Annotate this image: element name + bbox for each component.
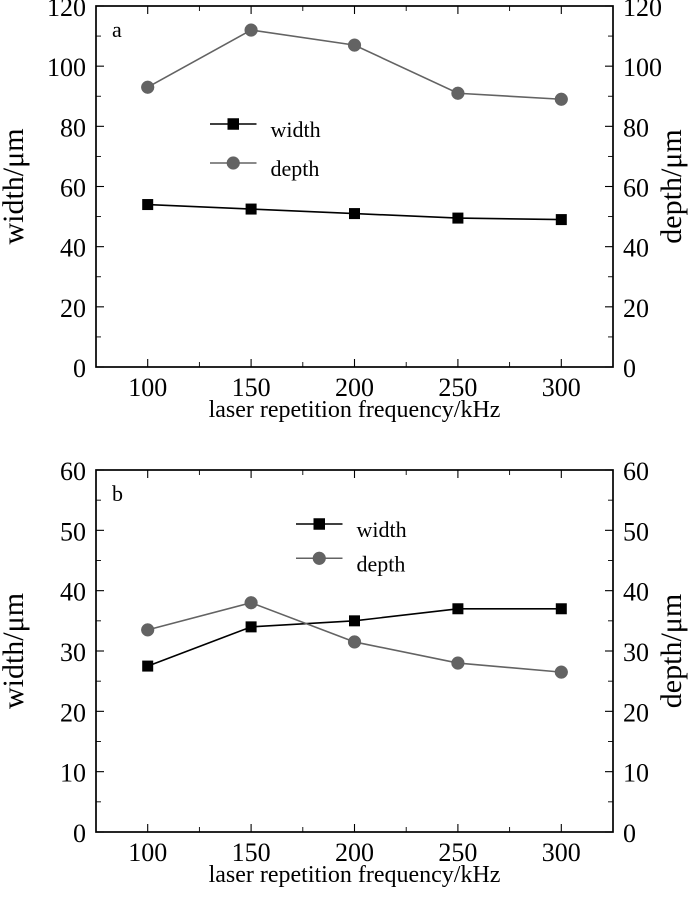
svg-text:0: 0: [73, 354, 86, 383]
svg-text:120: 120: [623, 0, 662, 22]
svg-text:100: 100: [128, 373, 167, 402]
svg-text:width: width: [271, 117, 321, 142]
svg-text:0: 0: [623, 819, 636, 848]
svg-text:100: 100: [623, 53, 662, 82]
svg-text:80: 80: [623, 113, 649, 142]
svg-text:width/μm: width/μm: [0, 593, 30, 709]
svg-text:100: 100: [47, 53, 86, 82]
svg-text:60: 60: [623, 174, 649, 203]
svg-text:60: 60: [60, 457, 86, 486]
svg-text:300: 300: [542, 373, 581, 402]
svg-text:60: 60: [623, 457, 649, 486]
svg-text:width/μm: width/μm: [0, 128, 30, 244]
svg-text:30: 30: [60, 638, 86, 667]
svg-text:depth/μm: depth/μm: [655, 594, 688, 708]
svg-text:40: 40: [60, 578, 86, 607]
svg-text:60: 60: [60, 174, 86, 203]
svg-text:10: 10: [623, 759, 649, 788]
svg-text:20: 20: [60, 698, 86, 727]
svg-text:40: 40: [623, 578, 649, 607]
svg-text:300: 300: [542, 838, 581, 867]
svg-text:width: width: [357, 517, 407, 542]
svg-text:20: 20: [623, 294, 649, 323]
svg-text:b: b: [112, 481, 123, 506]
svg-text:0: 0: [623, 354, 636, 383]
svg-text:laser repetition frequency/kHz: laser repetition frequency/kHz: [209, 397, 501, 423]
svg-text:a: a: [112, 17, 122, 42]
svg-text:depth: depth: [271, 156, 320, 181]
svg-text:30: 30: [623, 638, 649, 667]
svg-text:depth: depth: [357, 551, 406, 576]
svg-text:10: 10: [60, 759, 86, 788]
svg-text:depth/μm: depth/μm: [655, 129, 688, 243]
svg-text:0: 0: [73, 819, 86, 848]
svg-text:50: 50: [623, 517, 649, 546]
svg-text:50: 50: [60, 517, 86, 546]
svg-text:40: 40: [623, 234, 649, 263]
svg-text:40: 40: [60, 234, 86, 263]
svg-text:20: 20: [623, 698, 649, 727]
svg-text:120: 120: [47, 0, 86, 22]
svg-text:100: 100: [128, 838, 167, 867]
svg-text:laser repetition frequency/kHz: laser repetition frequency/kHz: [209, 862, 501, 888]
svg-text:80: 80: [60, 113, 86, 142]
svg-text:20: 20: [60, 294, 86, 323]
